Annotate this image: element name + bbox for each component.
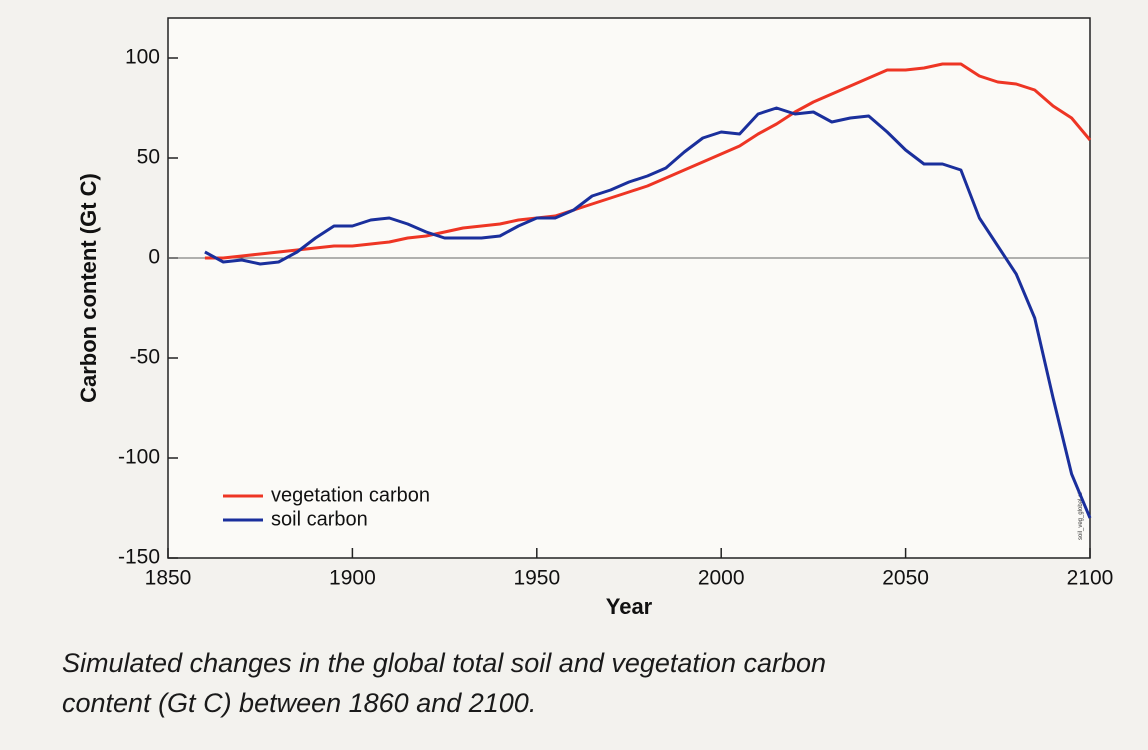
x-tick-label: 1900 [329, 567, 376, 590]
x-tick-label: 1950 [513, 567, 560, 590]
x-axis-title: Year [606, 594, 653, 619]
x-tick-label: 2000 [698, 567, 745, 590]
x-tick-label: 2050 [882, 567, 929, 590]
plot-frame [167, 17, 1091, 559]
legend-label: vegetation carbon [271, 484, 430, 506]
y-axis-title: Carbon content (Gt C) [76, 173, 101, 403]
series-line [204, 62, 1092, 260]
file-label: soil_veg_global.ai [1078, 492, 1084, 540]
caption-line: Simulated changes in the global total so… [62, 648, 826, 678]
y-tick-label: 0 [148, 246, 160, 269]
y-tick-label: -150 [118, 546, 160, 569]
y-tick-label: -50 [130, 346, 160, 369]
y-tick-label: 100 [125, 46, 160, 69]
legend-label: soil carbon [271, 508, 368, 530]
x-tick-label: 1850 [145, 567, 192, 590]
x-tick-label: 2100 [1067, 567, 1114, 590]
caption-line: content (Gt C) between 1860 and 2100. [62, 688, 536, 718]
series-line [204, 106, 1092, 519]
y-tick-label: -100 [118, 446, 160, 469]
y-tick-label: 50 [137, 146, 160, 169]
